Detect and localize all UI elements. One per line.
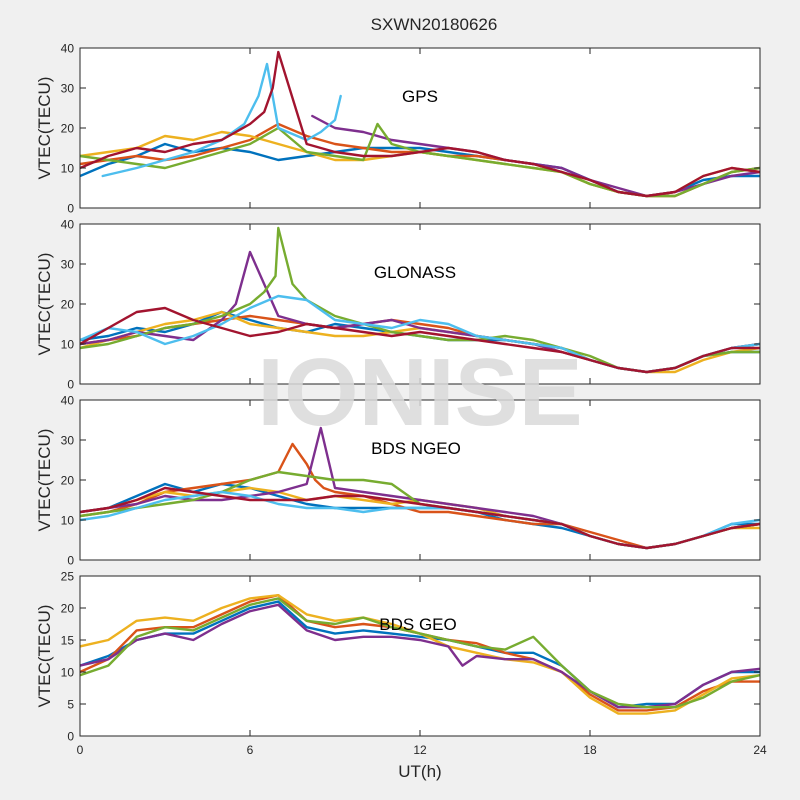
series-line-7 (80, 486, 760, 550)
plot-area (80, 224, 760, 384)
figure-title: SXWN20180626 (371, 15, 498, 34)
series-group (80, 594, 760, 715)
y-tick-label: 30 (61, 82, 75, 96)
y-axis-label: VTEC(TECU) (35, 429, 54, 532)
panel-label: BDS GEO (379, 615, 456, 634)
panel-bds-ngeo: 0 10 20 30 40 VTEC(TECU) BDS NGEO (35, 394, 761, 568)
plot-area (80, 400, 760, 560)
series-group (80, 226, 760, 374)
panel-label: BDS NGEO (371, 439, 461, 458)
y-tick-label: 40 (61, 218, 75, 232)
series-group (80, 50, 760, 198)
y-tick-label: 30 (61, 434, 75, 448)
y-tick-label: 10 (61, 162, 75, 176)
y-tick-label: 0 (67, 378, 74, 392)
watermark-text: IONISE (257, 339, 582, 446)
panel-gps: 0 10 20 30 40 VTEC(TECU) GPS (35, 42, 761, 216)
series-line-7 (80, 306, 760, 374)
y-tick-label: 10 (61, 338, 75, 352)
y-axis-label: VTEC(TECU) (35, 77, 54, 180)
y-tick-label: 0 (67, 730, 74, 744)
y-tick-label: 20 (61, 122, 75, 136)
series-line-5 (80, 597, 760, 709)
y-tick-label: 10 (61, 514, 75, 528)
panel-label: GLONASS (374, 263, 456, 282)
y-tick-label: 20 (61, 602, 75, 616)
y-tick-label: 30 (61, 258, 75, 272)
y-tick-label: 0 (67, 202, 74, 216)
x-tick-label: 18 (583, 743, 597, 757)
panel-glonass: 0 10 20 30 40 VTEC(TECU) GLONASS (35, 218, 761, 392)
series-line-6 (101, 62, 342, 178)
panels-group: 0 10 20 30 40 VTEC(TECU) GPS 0 10 20 30 40 VTEC(TECU… (35, 42, 761, 744)
plot-area (80, 48, 760, 208)
series-line-1 (80, 600, 760, 709)
x-tick-label: 6 (247, 743, 254, 757)
x-tick-labels: 0 6 12 18 24 (77, 743, 767, 757)
y-axis-label: VTEC(TECU) (35, 253, 54, 356)
x-tick-label: 24 (753, 743, 767, 757)
series-group (80, 426, 760, 550)
y-tick-label: 20 (61, 298, 75, 312)
x-tick-label: 0 (77, 743, 84, 757)
y-tick-label: 40 (61, 42, 75, 56)
panel-bds-geo: 0 5 10 15 20 25 VTEC(TECU) BDS GEO (35, 570, 761, 744)
panel-label: GPS (402, 87, 438, 106)
y-tick-label: 20 (61, 474, 75, 488)
y-tick-label: 10 (61, 666, 75, 680)
y-tick-label: 25 (61, 570, 75, 584)
y-tick-label: 15 (61, 634, 75, 648)
series-line-2 (80, 442, 760, 550)
x-tick-label: 12 (413, 743, 427, 757)
y-axis-label: VTEC(TECU) (35, 605, 54, 708)
y-tick-label: 0 (67, 554, 74, 568)
y-tick-label: 5 (67, 698, 74, 712)
x-axis-label: UT(h) (398, 762, 441, 781)
series-line-7 (80, 50, 760, 198)
y-tick-label: 40 (61, 394, 75, 408)
